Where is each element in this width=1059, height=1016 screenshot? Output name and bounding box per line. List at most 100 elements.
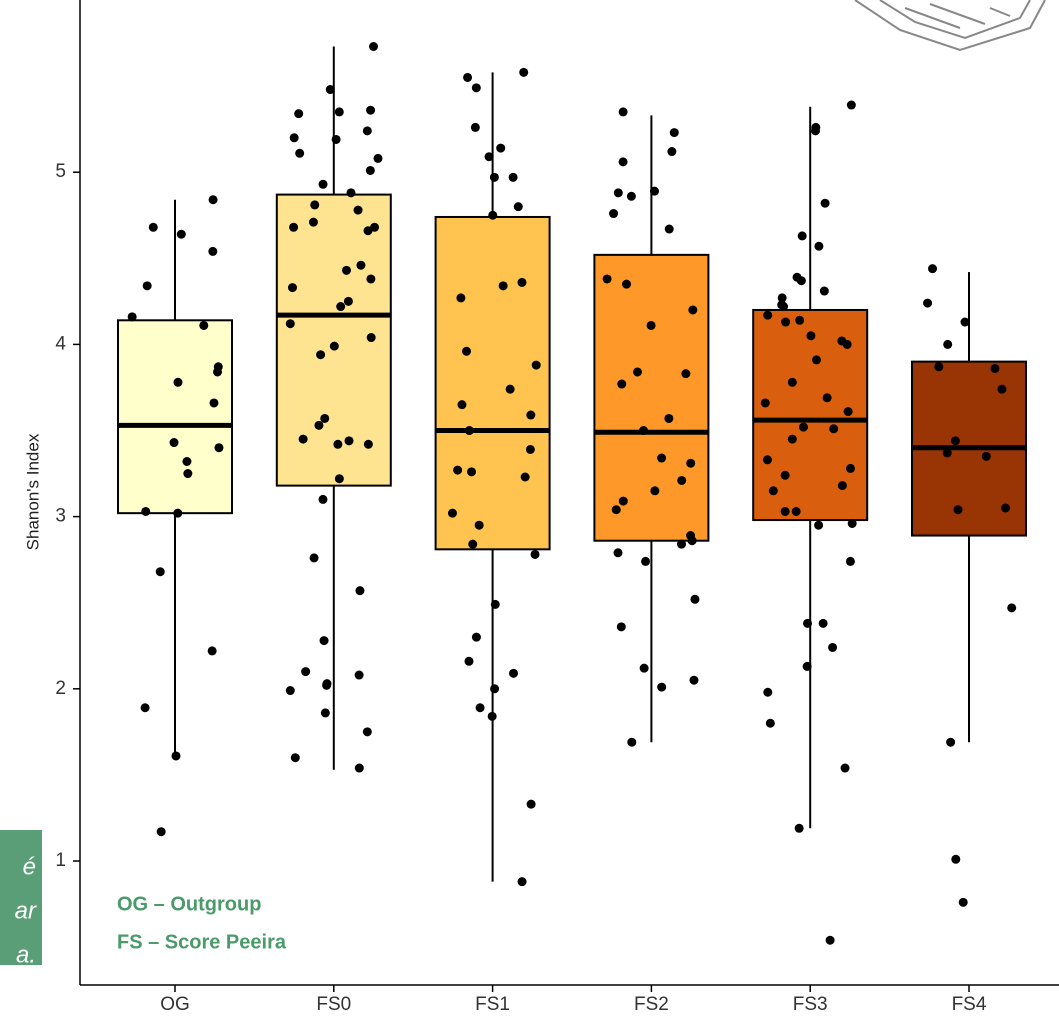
- side-note: ar: [15, 897, 37, 924]
- point: [128, 312, 137, 321]
- x-tick-label: FS4: [952, 994, 987, 1015]
- point: [612, 505, 621, 514]
- point: [288, 283, 297, 292]
- point: [665, 225, 674, 234]
- point: [321, 708, 330, 717]
- point: [366, 106, 375, 115]
- point: [686, 459, 695, 468]
- x-tick-label: FS1: [475, 994, 510, 1015]
- point: [960, 318, 969, 327]
- point: [982, 452, 991, 461]
- point: [763, 311, 772, 320]
- point: [664, 414, 673, 423]
- point: [177, 230, 186, 239]
- point: [335, 107, 344, 116]
- point: [667, 147, 676, 156]
- point: [295, 149, 304, 158]
- point: [320, 636, 329, 645]
- point: [781, 471, 790, 480]
- point: [214, 443, 223, 452]
- point: [183, 469, 192, 478]
- point: [923, 299, 932, 308]
- annotation: FS – Score Peeira: [117, 931, 287, 953]
- point: [314, 421, 323, 430]
- point: [803, 619, 812, 628]
- point: [143, 281, 152, 290]
- point: [335, 474, 344, 483]
- point: [475, 521, 484, 530]
- point: [781, 507, 790, 516]
- point: [346, 188, 355, 197]
- point: [639, 426, 648, 435]
- point: [681, 369, 690, 378]
- point: [149, 223, 158, 232]
- point: [213, 367, 222, 376]
- point: [627, 738, 636, 747]
- point: [934, 362, 943, 371]
- point: [471, 123, 480, 132]
- point: [509, 173, 518, 182]
- point: [156, 567, 165, 576]
- point: [622, 280, 631, 289]
- point: [650, 486, 659, 495]
- point: [209, 195, 218, 204]
- point: [301, 667, 310, 676]
- y-tick-label: 2: [55, 678, 66, 699]
- point: [506, 385, 515, 394]
- point: [688, 305, 697, 314]
- point: [457, 400, 466, 409]
- x-tick-label: FS0: [316, 994, 351, 1015]
- point: [814, 242, 823, 251]
- point: [157, 827, 166, 836]
- point: [959, 898, 968, 907]
- point: [488, 712, 497, 721]
- point: [310, 200, 319, 209]
- point: [797, 276, 806, 285]
- point: [997, 385, 1006, 394]
- point: [364, 440, 373, 449]
- point: [363, 126, 372, 135]
- point: [373, 154, 382, 163]
- point: [208, 646, 217, 655]
- point: [788, 435, 797, 444]
- box: [594, 255, 708, 541]
- point: [333, 440, 342, 449]
- point: [843, 340, 852, 349]
- point: [344, 297, 353, 306]
- point: [1007, 603, 1016, 612]
- point: [821, 199, 830, 208]
- point: [848, 519, 857, 528]
- point: [363, 727, 372, 736]
- point: [319, 180, 328, 189]
- point: [519, 68, 528, 77]
- point: [299, 435, 308, 444]
- point: [467, 467, 476, 476]
- point: [472, 633, 481, 642]
- point: [613, 548, 622, 557]
- point: [657, 683, 666, 692]
- point: [928, 264, 937, 273]
- point: [779, 302, 788, 311]
- laptop-icon: [855, 0, 1045, 50]
- point: [527, 800, 536, 809]
- point: [517, 278, 526, 287]
- point: [336, 302, 345, 311]
- point: [485, 152, 494, 161]
- point: [846, 557, 855, 566]
- point: [609, 209, 618, 218]
- annotation: OG – Outgroup: [117, 893, 261, 915]
- point: [318, 495, 327, 504]
- point: [763, 688, 772, 697]
- point: [208, 247, 217, 256]
- point: [603, 274, 612, 283]
- point: [846, 464, 855, 473]
- point: [488, 211, 497, 220]
- point: [369, 42, 378, 51]
- point: [689, 676, 698, 685]
- point: [345, 436, 354, 445]
- x-tick-label: FS3: [793, 994, 828, 1015]
- point: [820, 287, 829, 296]
- point: [814, 521, 823, 530]
- point: [844, 407, 853, 416]
- point: [453, 466, 462, 475]
